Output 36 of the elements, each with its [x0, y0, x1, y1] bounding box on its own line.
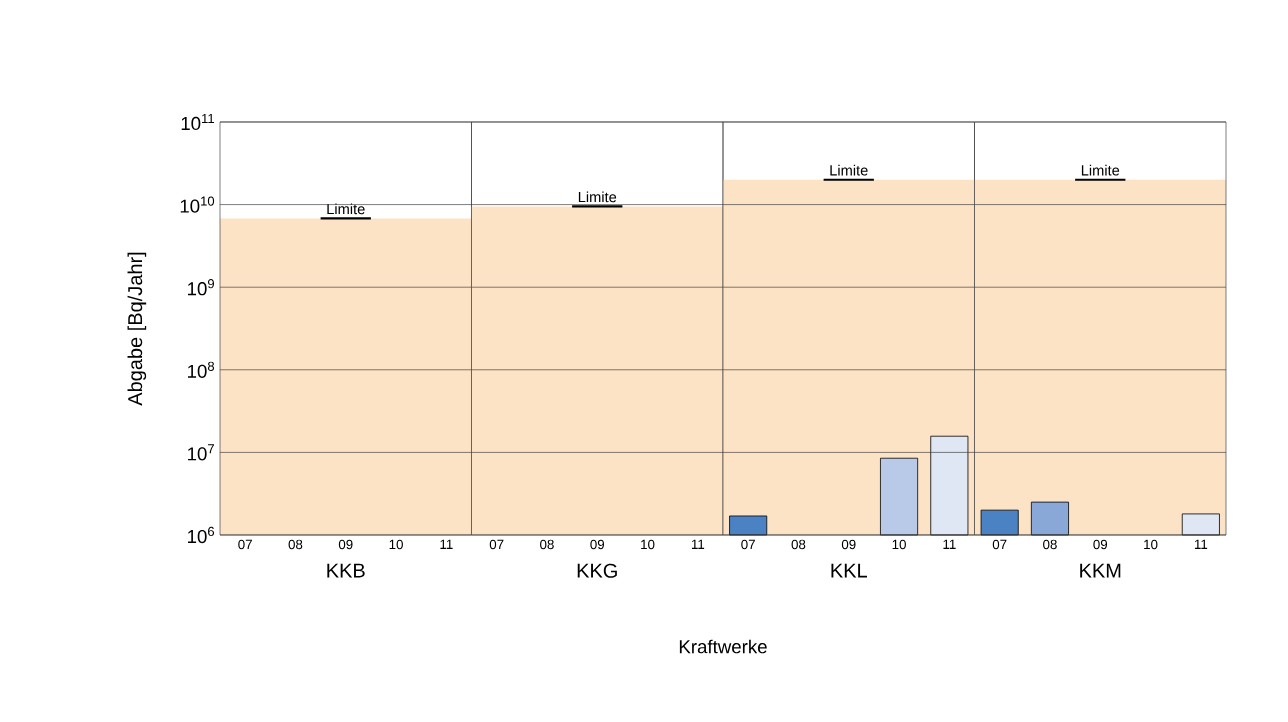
x-tick-label: 08 — [288, 539, 303, 550]
x-tick-label: 08 — [540, 539, 554, 550]
y-axis-title: Abgabe [Bq/Jahr] — [127, 252, 147, 406]
ref-line-label: Limite — [1081, 164, 1120, 176]
x-tick-label: 10 — [892, 539, 906, 550]
y-tick-label: 10$^{10}$ — [180, 196, 215, 213]
x-tick-label: 10 — [641, 539, 655, 550]
x-tick-label: 10 — [1144, 539, 1158, 550]
x-tick-label: 11 — [1194, 539, 1208, 549]
ref-line-label: Limite — [578, 191, 617, 203]
x-tick-label: 07 — [992, 539, 1007, 550]
x-tick-label: 10 — [389, 539, 403, 550]
x-tick-label: 11 — [943, 539, 956, 549]
x-axis-title: KKG — [577, 563, 617, 578]
x-tick-label: 07 — [238, 539, 252, 550]
x-tick-label: 09 — [1093, 539, 1108, 550]
y-tick-label: 10$^{6}$ — [188, 526, 215, 544]
x-axis-title: KKM — [1080, 563, 1121, 578]
x-tick-label: 08 — [791, 539, 806, 550]
x-axis-title: KKL — [831, 563, 867, 578]
y-tick-label: 10$^{11}$ — [181, 113, 214, 131]
ref-line-label: Limite — [830, 164, 868, 176]
x-tick-label: 07 — [489, 539, 504, 550]
ref-line-label: Limite — [327, 203, 365, 215]
y-tick-label: 10$^{9}$ — [188, 279, 215, 296]
x-tick-label: 07 — [741, 539, 755, 550]
y-tick-label: 10$^{8}$ — [188, 361, 215, 378]
x-axis-title: KKB — [327, 563, 365, 578]
x-tick-label: 09 — [590, 539, 605, 550]
y-tick-label: 10$^{7}$ — [188, 444, 214, 461]
x-tick-label: 11 — [440, 539, 453, 549]
x-tick-label: 08 — [1043, 539, 1057, 550]
text: Kraftwerke — [679, 639, 767, 654]
x-tick-label: 11 — [691, 539, 705, 549]
x-tick-label: 09 — [338, 539, 353, 550]
x-tick-label: 09 — [841, 539, 856, 550]
